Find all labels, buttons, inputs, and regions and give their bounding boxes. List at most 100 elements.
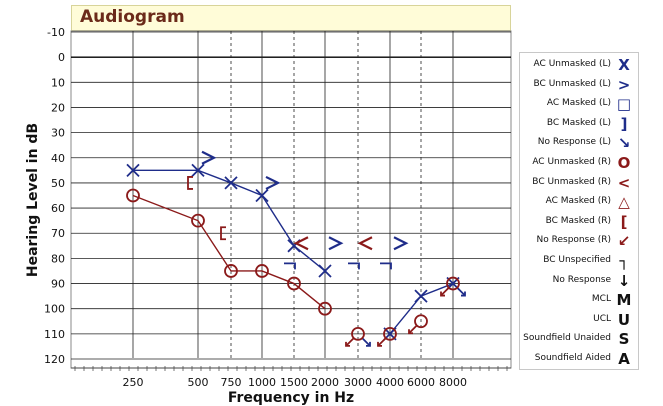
y-tick-label: 30 bbox=[51, 127, 65, 140]
no-response-arrowhead bbox=[345, 341, 350, 347]
y-tick-label: -10 bbox=[47, 26, 65, 39]
legend-label: MCL bbox=[591, 294, 611, 305]
legend-item: Soundfield Unaided S bbox=[520, 329, 638, 349]
no-response-arrowhead bbox=[408, 329, 413, 335]
legend-symbol-icon: O bbox=[617, 154, 631, 172]
x-tick-label: 500 bbox=[188, 376, 209, 389]
bc-unspecified-marker bbox=[348, 262, 360, 270]
legend-item: No Response (L) ↘ bbox=[520, 133, 638, 153]
legend-label: No Response bbox=[552, 274, 611, 285]
y-tick-label: 0 bbox=[58, 51, 65, 64]
x-tick-label: 750 bbox=[221, 376, 242, 389]
legend-label: BC Masked (R) bbox=[545, 215, 611, 226]
legend-symbol-icon: ↘ bbox=[617, 134, 631, 153]
no-response-arrow bbox=[345, 337, 355, 347]
x-marker bbox=[191, 163, 205, 177]
x-tick-label: 1500 bbox=[280, 376, 308, 389]
legend-item: No Response (R) ↙ bbox=[520, 231, 638, 251]
bc-masked-marker bbox=[187, 176, 193, 190]
o-marker bbox=[383, 326, 397, 341]
x-tick-label: 250 bbox=[123, 376, 144, 389]
legend-item: AC Masked (R) △ bbox=[520, 192, 638, 212]
x-tick-label: 1000 bbox=[248, 376, 276, 389]
no-response-arrow bbox=[456, 286, 466, 297]
bc-left-marker bbox=[328, 236, 344, 251]
bc-right-marker bbox=[357, 236, 373, 251]
legend-symbol-icon: U bbox=[617, 310, 631, 329]
x-tick-label: 8000 bbox=[439, 376, 467, 389]
legend-item: BC Unmasked (R) < bbox=[520, 173, 638, 193]
legend-symbol-icon: ↓ bbox=[617, 271, 631, 290]
bc-unspecified-marker bbox=[284, 262, 296, 270]
x-tick-label: 2000 bbox=[311, 376, 339, 389]
legend-symbol-icon: M bbox=[616, 291, 632, 310]
legend-label: No Response (L) bbox=[537, 137, 611, 148]
legend-item: No Response ↓ bbox=[520, 271, 638, 291]
y-tick-label: 50 bbox=[51, 177, 65, 190]
legend-item: MCL M bbox=[520, 290, 638, 310]
legend-symbol-icon: [ bbox=[620, 212, 628, 231]
bc-right-marker bbox=[293, 236, 309, 251]
legend-label: AC Unmasked (L) bbox=[533, 59, 611, 69]
legend-item: BC Unspecified ┐ bbox=[520, 251, 638, 271]
legend-symbol-icon: > bbox=[617, 75, 631, 94]
y-tick-label: 110 bbox=[44, 328, 65, 341]
legend-symbol-icon: ↙ bbox=[617, 232, 631, 251]
legend-label: BC Unmasked (R) bbox=[532, 176, 611, 187]
x-marker bbox=[414, 289, 428, 303]
y-tick-label: 10 bbox=[51, 76, 65, 89]
legend-symbol-icon: < bbox=[617, 173, 631, 192]
o-marker bbox=[191, 213, 205, 228]
y-tick-label: 70 bbox=[51, 227, 65, 240]
o-marker bbox=[351, 326, 365, 341]
legend-symbol-icon: □ bbox=[616, 95, 632, 114]
no-response-arrowhead bbox=[366, 341, 371, 347]
no-response-arrow bbox=[408, 324, 418, 334]
legend-item: BC Masked (R) [ bbox=[520, 212, 638, 232]
x-tick-label: 3000 bbox=[344, 376, 372, 389]
legend-item: Soundfield Aided A bbox=[520, 349, 638, 369]
legend-symbol-icon: ] bbox=[620, 114, 628, 133]
bc-unspecified-marker bbox=[380, 262, 392, 270]
legend-label: AC Masked (L) bbox=[546, 98, 611, 109]
bc-masked-marker bbox=[220, 226, 226, 241]
o-marker bbox=[318, 301, 332, 316]
legend-label: BC Unspecified bbox=[543, 255, 611, 265]
legend-item: UCL U bbox=[520, 310, 638, 330]
y-tick-label: 120 bbox=[44, 353, 65, 366]
legend: AC Unmasked (L) X BC Unmasked (L) > AC Maske… bbox=[519, 52, 639, 370]
x-marker bbox=[318, 264, 332, 278]
x-marker bbox=[224, 176, 238, 190]
y-tick-label: 60 bbox=[51, 202, 65, 215]
x-marker bbox=[126, 163, 140, 177]
bc-left-marker bbox=[201, 150, 217, 165]
y-tick-label: 20 bbox=[51, 101, 65, 114]
y-tick-label: 40 bbox=[51, 152, 65, 165]
o-marker bbox=[224, 264, 238, 278]
y-tick-label: 80 bbox=[51, 252, 65, 265]
legend-label: BC Unmasked (L) bbox=[533, 78, 611, 89]
legend-item: AC Unmasked (L) X bbox=[520, 55, 638, 75]
y-axis-label: Hearing Level in dB bbox=[25, 123, 41, 277]
legend-label: Soundfield Unaided bbox=[523, 333, 611, 344]
legend-item: AC Unmasked (R) O bbox=[520, 153, 638, 173]
x-tick-label: 6000 bbox=[407, 376, 435, 389]
chart-title: Audiogram bbox=[80, 7, 185, 27]
legend-symbol-icon: X bbox=[618, 56, 630, 74]
legend-label: No Response (R) bbox=[536, 235, 611, 246]
no-response-arrowhead bbox=[461, 291, 466, 297]
bc-left-marker bbox=[393, 236, 409, 251]
no-response-arrowhead bbox=[377, 341, 382, 347]
legend-label: UCL bbox=[593, 313, 611, 324]
legend-label: BC Masked (L) bbox=[546, 117, 611, 128]
legend-symbol-icon: S bbox=[618, 330, 630, 349]
x-axis-label: Frequency in Hz bbox=[228, 390, 354, 406]
legend-label: Soundfield Aided bbox=[534, 353, 611, 363]
y-tick-label: 100 bbox=[44, 303, 65, 316]
o-marker bbox=[255, 264, 269, 278]
no-response-arrow bbox=[361, 337, 371, 347]
o-marker bbox=[126, 188, 140, 203]
legend-symbol-icon: A bbox=[618, 350, 630, 368]
